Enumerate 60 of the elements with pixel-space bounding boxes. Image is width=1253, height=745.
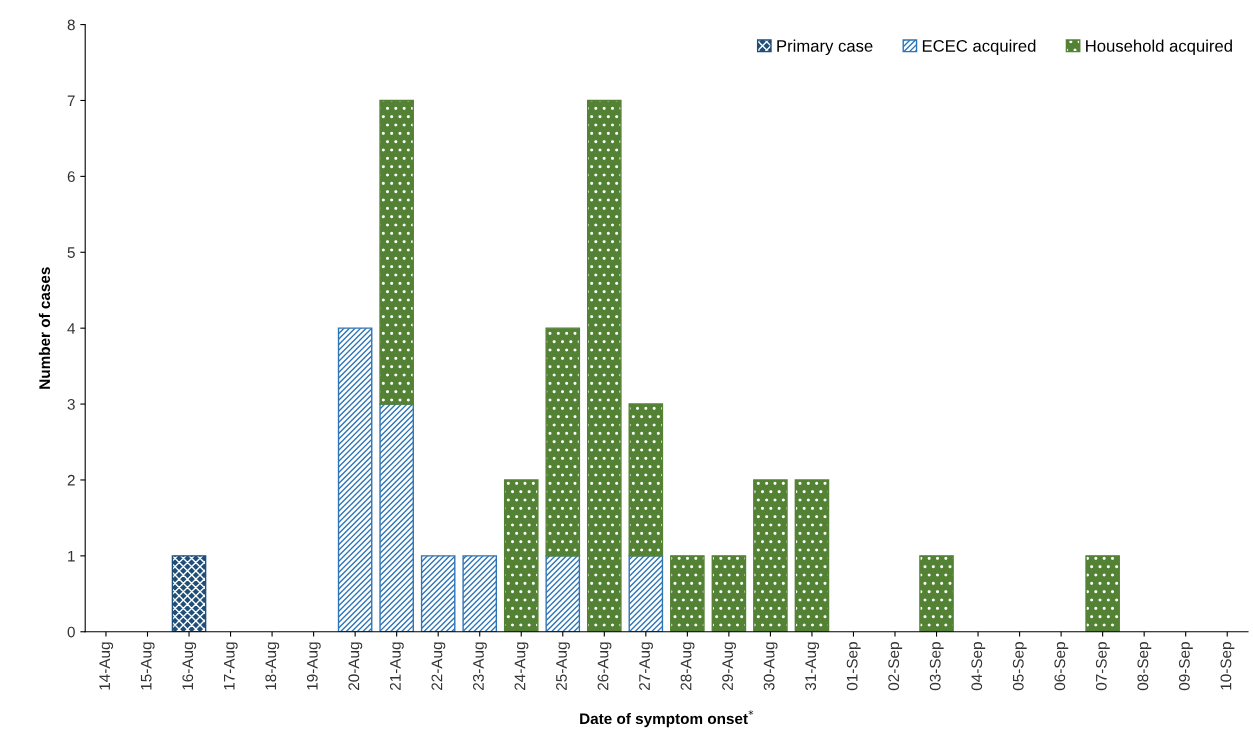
bar bbox=[379, 403, 414, 632]
bar bbox=[1085, 555, 1120, 632]
x-tick-label: 19-Aug bbox=[306, 642, 321, 690]
x-tick-label: 29-Aug bbox=[722, 642, 737, 690]
bar bbox=[794, 479, 830, 632]
bar bbox=[337, 327, 373, 632]
x-tick-label: 01-Sep bbox=[846, 642, 861, 691]
x-tick-label: 23-Aug bbox=[473, 642, 487, 690]
legend-label: Household acquired bbox=[1086, 39, 1232, 56]
x-tick-label: 27-Aug bbox=[639, 642, 653, 690]
x-tick-label: 31-Aug bbox=[805, 642, 820, 691]
y-tick-label: 3 bbox=[67, 398, 75, 410]
y-tick-label: 7 bbox=[67, 95, 75, 107]
x-tick-label: 14-Aug bbox=[99, 642, 114, 690]
bar bbox=[545, 555, 581, 632]
x-tick-label: 07-Sep bbox=[1095, 642, 1110, 691]
legend-label: Primary case bbox=[777, 39, 873, 56]
x-tick-label: 18-Aug bbox=[265, 642, 280, 690]
bar bbox=[919, 555, 954, 632]
x-tick-label: 28-Aug bbox=[680, 642, 695, 690]
x-tick-label: 04-Sep bbox=[971, 642, 986, 691]
x-tick-label: 22-Aug bbox=[431, 642, 446, 690]
bar bbox=[670, 555, 705, 632]
bar bbox=[586, 99, 622, 632]
bar bbox=[628, 555, 664, 632]
y-tick-label: 1 bbox=[68, 550, 75, 562]
y-axis-title: Number of cases bbox=[38, 267, 51, 389]
x-axis-title: Date of symptom onset$^{*}$ bbox=[580, 710, 754, 728]
y-tick-label: 5 bbox=[67, 247, 75, 258]
x-tick-label: 25-Aug bbox=[556, 642, 570, 690]
y-tick-label: 8 bbox=[67, 19, 75, 31]
x-tick-label: 24-Aug bbox=[514, 642, 529, 690]
bar bbox=[753, 479, 788, 632]
x-tick-label: 17-Aug bbox=[223, 642, 238, 690]
x-tick-label: 06-Sep bbox=[1054, 642, 1069, 691]
x-tick-label: 15-Aug bbox=[140, 642, 155, 690]
bar bbox=[503, 479, 539, 632]
bar bbox=[379, 99, 414, 405]
y-tick-label: 4 bbox=[67, 323, 76, 334]
x-tick-label: 10-Sep bbox=[1220, 642, 1235, 690]
x-tick-label: 20-Aug bbox=[348, 642, 363, 690]
bar bbox=[628, 403, 664, 557]
y-tick-label: 6 bbox=[67, 171, 75, 183]
x-tick-label: 02-Sep bbox=[888, 642, 903, 691]
x-tick-label: 21-Aug bbox=[389, 642, 404, 690]
bar bbox=[545, 327, 581, 557]
y-tick-label: 2 bbox=[67, 474, 75, 486]
x-tick-label: 16-Aug bbox=[182, 642, 197, 690]
x-tick-label: 08-Sep bbox=[1137, 642, 1152, 691]
x-tick-label: 26-Aug bbox=[597, 642, 612, 690]
bar bbox=[462, 555, 498, 632]
bar bbox=[711, 555, 747, 632]
x-tick-label: 03-Sep bbox=[929, 642, 944, 691]
x-tick-label: 30-Aug bbox=[763, 642, 778, 691]
x-tick-label: 09-Sep bbox=[1178, 642, 1193, 691]
bar bbox=[171, 555, 207, 632]
bar bbox=[420, 555, 456, 632]
y-tick-label: 0 bbox=[67, 626, 75, 638]
legend-label: ECEC acquired bbox=[922, 39, 1036, 56]
x-tick-label: 05-Sep bbox=[1012, 642, 1027, 691]
